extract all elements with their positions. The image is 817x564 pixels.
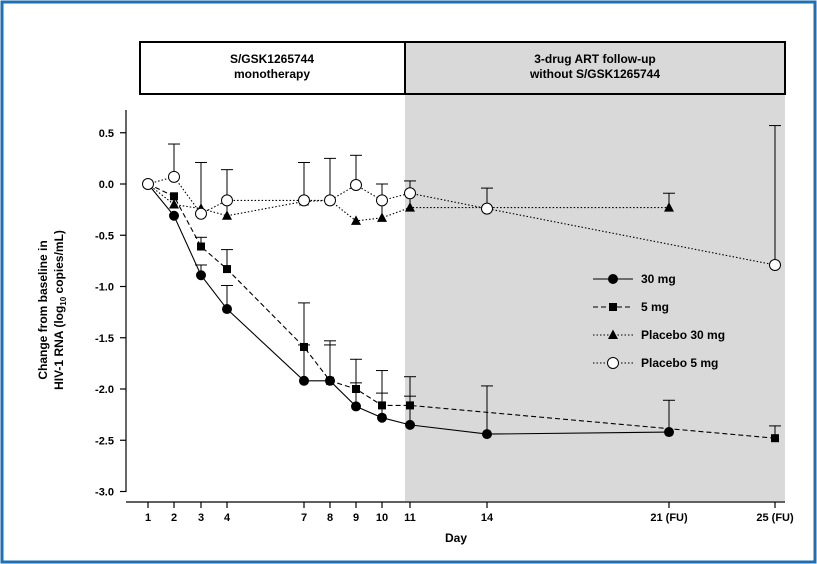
- y-tick-label: -1.0: [95, 282, 114, 294]
- x-tick-label: 14: [481, 512, 494, 524]
- legend-marker-5-mg: [609, 303, 617, 311]
- point-5-mg: [170, 192, 178, 201]
- point-placebo-5-mg: [769, 258, 781, 271]
- y-tick-label: -0.5: [95, 230, 114, 242]
- legend: 30 mg 5 mg Placebo 30 mg Placebo 5 mg: [593, 272, 725, 370]
- banner-monotherapy-line1: S/GSK1265744: [230, 52, 314, 66]
- point-5-mg: [223, 265, 231, 274]
- x-tick-label: 3: [198, 512, 204, 524]
- banner-followup: [404, 41, 786, 95]
- point-30-mg: [169, 210, 179, 221]
- point-30-mg: [664, 427, 674, 438]
- legend-marker-30-mg: [608, 274, 618, 284]
- point-placebo-30-mg: [351, 215, 361, 225]
- y-axis-title-line2: HIV-1 RNA (log10 copies/mL): [52, 230, 68, 390]
- point-5-mg: [197, 242, 205, 251]
- y-axis-title-line1: Change from baseline in: [36, 240, 50, 379]
- series-line-5-mg: [147, 183, 776, 439]
- y-tick-label: 0.0: [99, 179, 114, 191]
- legend-label-5-mg: 5 mg: [641, 300, 669, 314]
- banner-monotherapy-line2: monotherapy: [234, 67, 310, 81]
- banner-followup-line1: 3-drug ART follow-up: [534, 52, 656, 66]
- point-30-mg: [299, 375, 309, 386]
- y-tick-label: 0.5: [99, 128, 114, 140]
- legend-label-placebo-30-mg: Placebo 30 mg: [641, 328, 725, 342]
- y-axis-ticks: 0.5 0.0 -0.5 -1.0 -1.5 -2.0 -2.5 -3.0: [95, 128, 126, 499]
- x-tick-label: 8: [327, 512, 333, 524]
- point-placebo-5-mg: [404, 187, 416, 200]
- point-30-mg: [482, 429, 492, 440]
- y-tick-label: -3.0: [95, 487, 114, 499]
- series-markers: [142, 170, 781, 443]
- period-banners: S/GSK1265744 monotherapy 3-drug ART foll…: [139, 41, 786, 95]
- point-placebo-30-mg: [169, 199, 179, 209]
- y-axis-title: Change from baseline in HIV-1 RNA (log10…: [36, 230, 68, 390]
- point-placebo-5-mg: [221, 194, 233, 207]
- point-5-mg: [300, 342, 308, 351]
- y-tick-label: -1.5: [95, 333, 114, 345]
- y-tick-label: -2.5: [95, 435, 114, 447]
- point-30-mg: [405, 419, 415, 430]
- point-5-mg: [352, 385, 360, 393]
- x-axis-title: Day: [445, 531, 467, 545]
- point-5-mg: [406, 401, 414, 410]
- point-placebo-5-mg: [350, 179, 362, 192]
- point-placebo-30-mg: [377, 212, 387, 222]
- point-placebo-5-mg: [481, 202, 493, 215]
- x-axis-ticks: 1 2 3 4 7 8 9 10 11 14 21 (FU) 25 (FU): [145, 502, 794, 524]
- point-30-mg: [377, 412, 387, 423]
- banner-monotherapy: [139, 41, 406, 95]
- x-tick-label: 7: [301, 512, 307, 524]
- point-30-mg: [196, 270, 206, 281]
- point-placebo-5-mg: [168, 170, 180, 183]
- y-axis-title-suffix: copies/mL): [52, 230, 66, 297]
- legend-label-30-mg: 30 mg: [641, 272, 676, 286]
- x-tick-label: 21 (FU): [650, 512, 688, 524]
- point-5-mg: [378, 401, 386, 410]
- point-placebo-5-mg: [195, 207, 207, 220]
- point-placebo-5-mg: [142, 178, 154, 190]
- x-tick-label: 4: [224, 512, 231, 524]
- point-placebo-5-mg: [324, 194, 336, 207]
- y-tick-label: -2.0: [95, 384, 114, 396]
- point-placebo-5-mg: [298, 194, 310, 207]
- x-tick-label: 10: [376, 512, 388, 524]
- banner-followup-line2: without S/GSK1265744: [529, 67, 660, 81]
- x-tick-label: 11: [404, 512, 416, 524]
- y-axis-title-prefix: HIV-1 RNA (log: [52, 306, 66, 390]
- point-placebo-30-mg: [222, 210, 232, 220]
- legend-marker-placebo-30-mg: [608, 329, 618, 339]
- x-tick-label: 2: [171, 512, 177, 524]
- x-tick-label: 9: [353, 512, 359, 524]
- point-placebo-30-mg: [664, 202, 674, 212]
- followup-shaded-region: [405, 95, 785, 501]
- point-30-mg: [351, 401, 361, 412]
- point-5-mg: [771, 434, 779, 443]
- x-tick-label: 1: [145, 512, 151, 524]
- point-30-mg: [222, 304, 232, 315]
- point-placebo-30-mg: [405, 202, 415, 212]
- legend-label-placebo-5-mg: Placebo 5 mg: [641, 356, 718, 370]
- series-line-placebo-5-mg: [147, 176, 776, 266]
- point-5-mg: [326, 376, 334, 385]
- x-tick-label: 25 (FU): [756, 512, 794, 524]
- legend-marker-placebo-5-mg: [607, 357, 619, 369]
- point-placebo-5-mg: [376, 194, 388, 207]
- y-axis-title-subscript: 10: [59, 296, 68, 305]
